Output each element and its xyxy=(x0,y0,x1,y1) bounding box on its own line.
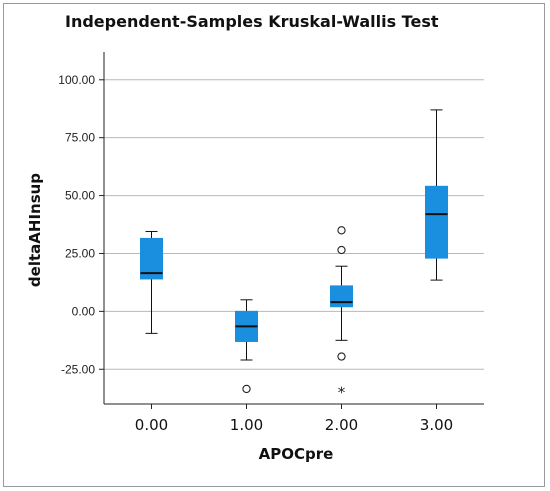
y-tick-label: 100.00 xyxy=(58,73,95,87)
box-series: * xyxy=(140,109,448,401)
box-1.00 xyxy=(235,299,258,394)
y-tick-label: 0.00 xyxy=(72,304,96,318)
outlier-point xyxy=(337,245,346,255)
y-axis-label: deltaAHInsup xyxy=(26,173,44,287)
chart-title: Independent-Samples Kruskal-Wallis Test xyxy=(65,12,439,31)
extreme-point: * xyxy=(338,383,346,401)
y-axis: -25.00 0.00 25.00 50.00 75.00 100.00 xyxy=(58,52,105,404)
box-plot-chart: Independent-Samples Kruskal-Wallis Test … xyxy=(26,12,484,463)
x-tick-label: 1.00 xyxy=(230,416,263,434)
box-2.00: * xyxy=(330,226,353,401)
y-tick-label: -25.00 xyxy=(61,362,95,376)
y-tick-label: 25.00 xyxy=(65,246,95,260)
outlier-point xyxy=(242,384,251,394)
outlier-point xyxy=(337,352,346,361)
x-tick-label: 3.00 xyxy=(420,416,453,434)
box-3.00 xyxy=(425,109,448,281)
y-tick-label: 50.00 xyxy=(65,189,95,203)
box-0.00 xyxy=(140,230,163,334)
grid-lines xyxy=(104,79,484,370)
iqr-box xyxy=(425,185,448,259)
y-tick-label: 75.00 xyxy=(65,131,95,145)
x-tick-label: 0.00 xyxy=(135,416,168,434)
x-axis: 0.00 1.00 2.00 3.00 xyxy=(104,403,484,434)
chart-frame: Independent-Samples Kruskal-Wallis Test … xyxy=(3,3,545,487)
x-axis-label: APOCpre xyxy=(259,445,334,463)
outlier-point xyxy=(337,226,346,235)
iqr-box xyxy=(330,285,353,308)
x-tick-label: 2.00 xyxy=(325,416,358,434)
iqr-box xyxy=(140,237,163,280)
